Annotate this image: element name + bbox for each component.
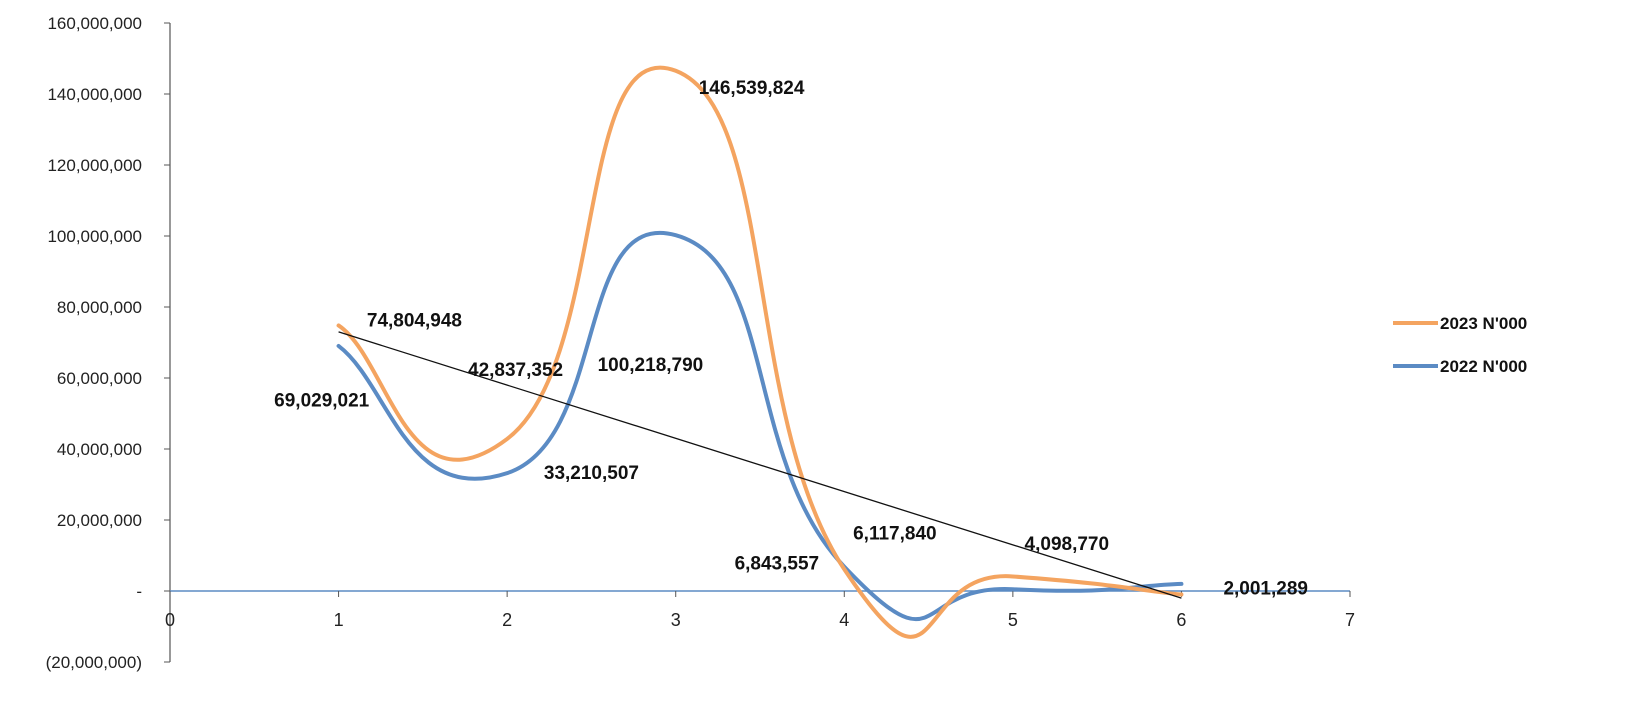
data-label: 69,029,021: [274, 390, 370, 411]
y-tick-label: 140,000,000: [47, 85, 142, 104]
data-label: 74,804,948: [367, 311, 462, 332]
series-layer: [336, 65, 1184, 639]
axes: 160,000,000140,000,000120,000,000100,000…: [46, 14, 1355, 672]
data-label: 6,117,840: [853, 524, 936, 545]
x-tick-label: 1: [334, 610, 344, 630]
trend-line: [338, 331, 1182, 599]
legend: 2023 N'000 2022 N'000: [1393, 314, 1527, 376]
y-tick-label: 100,000,000: [47, 227, 142, 246]
x-tick-label: 0: [165, 610, 175, 630]
y-tick-label: 20,000,000: [57, 511, 142, 530]
series-line-2023: [336, 65, 1184, 639]
data-label: 100,218,790: [598, 355, 704, 376]
x-tick-label: 3: [671, 610, 681, 630]
x-tick-label: 5: [1008, 610, 1018, 630]
y-tick-label: (20,000,000): [46, 653, 142, 672]
data-label: 6,843,557: [735, 554, 820, 575]
data-label: 33,210,507: [544, 463, 639, 484]
data-label: 42,837,352: [468, 360, 563, 381]
y-tick-label: 60,000,000: [57, 369, 142, 388]
data-label: 146,539,824: [699, 78, 805, 99]
y-tick-label: 160,000,000: [47, 14, 142, 33]
y-tick-label: 80,000,000: [57, 298, 142, 317]
series-line-2022: [336, 230, 1184, 622]
x-tick-label: 2: [502, 610, 512, 630]
y-tick-label: 40,000,000: [57, 440, 142, 459]
data-labels: 74,804,948 69,029,021 42,837,352 33,210,507…: [274, 78, 1308, 600]
x-tick-label: 6: [1176, 610, 1186, 630]
legend-label: 2022 N'000: [1440, 357, 1527, 376]
data-label: 4,098,770: [1025, 534, 1110, 555]
x-tick-label: 7: [1345, 610, 1355, 630]
y-tick-label: 120,000,000: [47, 156, 142, 175]
legend-label: 2023 N'000: [1440, 314, 1527, 333]
data-label: 2,001,289: [1223, 579, 1308, 600]
y-tick-label: -: [136, 582, 142, 601]
x-tick-label: 4: [839, 610, 849, 630]
